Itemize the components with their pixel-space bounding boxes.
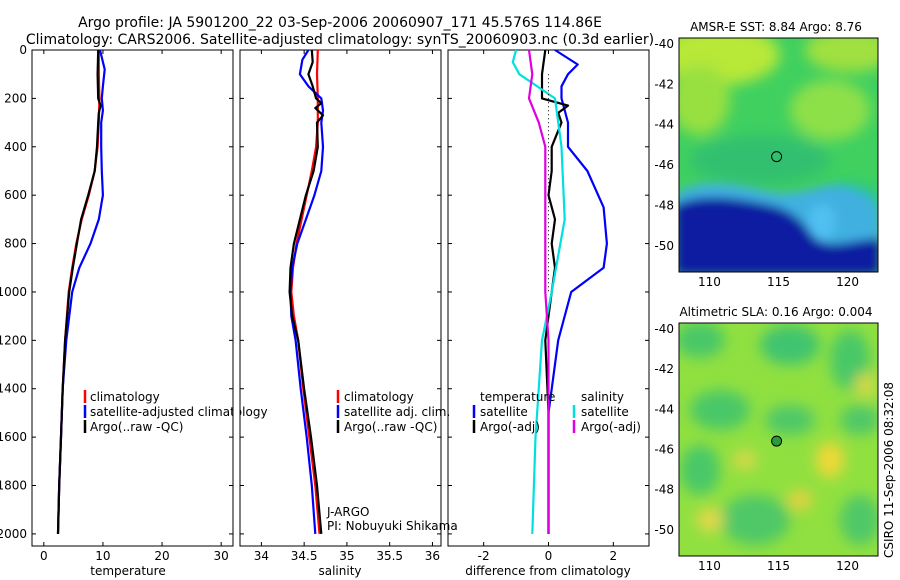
x-tick-label: -2 xyxy=(478,549,490,563)
series-layer xyxy=(56,49,608,534)
map-y-tick-label: -50 xyxy=(654,239,674,253)
y-tick-label: 2000 xyxy=(0,527,27,541)
sst-float-marker xyxy=(771,151,783,163)
x-tick-label: 0 xyxy=(545,549,553,563)
x-tick-label: 10 xyxy=(95,549,110,563)
y-tick-label: 1600 xyxy=(0,430,27,444)
temperature-legend: climatology satellite-adjusted climatolo… xyxy=(83,390,268,434)
x-tick-label: 20 xyxy=(154,549,169,563)
tick-layer: 0 10 20 30020040060080010001200140016001800… xyxy=(0,37,859,573)
map-y-tick-label: -42 xyxy=(654,77,674,91)
temperature-axes xyxy=(31,49,234,547)
difference-series-satellite xyxy=(547,49,608,534)
map-y-tick-label: -50 xyxy=(654,523,674,537)
map-x-tick-label: 120 xyxy=(836,275,859,289)
side-label: CSIRO 11-Sep-2006 08:32:08 xyxy=(882,382,896,558)
sla-float-marker xyxy=(771,435,783,447)
legend-label-sal-satellite: satellite xyxy=(581,405,629,419)
y-tick-label: 800 xyxy=(4,237,27,251)
figure-subtitle: Climatology: CARS2006. Satellite-adjuste… xyxy=(26,32,654,48)
figure-title: Argo profile: JA 5901200_22 03-Sep-2006 … xyxy=(78,15,602,31)
x-tick-label: 34 xyxy=(254,549,269,563)
salinity-legend: climatology satellite adj. clim. Argo(..… xyxy=(336,390,450,434)
difference-xlabel: difference from climatology xyxy=(465,564,631,578)
y-tick-label: 600 xyxy=(4,188,27,202)
map-x-tick-label: 115 xyxy=(767,559,790,573)
legend-label-sal-argo: Argo(-adj) xyxy=(581,420,641,434)
x-tick-label: 34.5 xyxy=(291,549,318,563)
program-label: J-ARGO xyxy=(326,505,369,519)
y-tick-label: 200 xyxy=(4,91,27,105)
legend-label-argo: Argo(..raw -QC) xyxy=(90,420,183,434)
map-y-tick-label: -44 xyxy=(654,402,674,416)
sst-map-title: AMSR-E SST: 8.84 Argo: 8.76 xyxy=(690,20,862,34)
legend-group-temperature: temperature xyxy=(480,390,555,404)
temperature-series-argo-raw-qc- xyxy=(56,49,102,534)
y-tick-label: 1200 xyxy=(0,333,27,347)
x-tick-label: 35 xyxy=(339,549,354,563)
difference-series-satellite xyxy=(511,49,566,534)
map-y-tick-label: -46 xyxy=(654,443,674,457)
map-x-tick-label: 115 xyxy=(767,275,790,289)
legend-clip-mask xyxy=(233,390,240,435)
salinity-series-satellite-adj-clim- xyxy=(289,49,325,534)
map-y-tick-label: -42 xyxy=(654,362,674,376)
map-x-tick-label: 110 xyxy=(698,559,721,573)
sla-map-frame xyxy=(678,322,879,557)
legend-label-climatology: climatology xyxy=(90,390,160,404)
y-tick-label: 0 xyxy=(19,43,27,57)
map-y-tick-label: -40 xyxy=(654,37,674,51)
map-y-tick-label: -40 xyxy=(654,322,674,336)
difference-legend: temperature satellite Argo(-adj) salinit… xyxy=(472,390,641,434)
map-y-tick-label: -48 xyxy=(654,198,674,212)
sst-map-frame xyxy=(678,37,879,273)
y-tick-label: 1400 xyxy=(0,382,27,396)
legend-label-satellite: satellite-adjusted climatology xyxy=(90,405,268,419)
salinity-xlabel: salinity xyxy=(318,564,361,578)
legend-label-temp-argo: Argo(-adj) xyxy=(480,420,540,434)
y-tick-label: 1800 xyxy=(0,479,27,493)
x-tick-label: 30 xyxy=(214,549,229,563)
x-tick-label: 0 xyxy=(40,549,48,563)
pi-label: PI: Nobuyuki Shikama xyxy=(327,519,458,533)
temperature-xlabel: temperature xyxy=(90,564,165,578)
map-y-tick-label: -48 xyxy=(654,483,674,497)
y-tick-label: 1000 xyxy=(0,285,27,299)
map-y-tick-label: -44 xyxy=(654,118,674,132)
legend-label-satellite: satellite adj. clim. xyxy=(344,405,450,419)
legend-label-temp-satellite: satellite xyxy=(480,405,528,419)
x-tick-label: 35.5 xyxy=(376,549,403,563)
salinity-axes xyxy=(239,49,442,547)
legend-label-climatology: climatology xyxy=(344,390,414,404)
map-x-tick-label: 110 xyxy=(698,275,721,289)
map-y-tick-label: -46 xyxy=(654,158,674,172)
sst-map-field xyxy=(679,38,878,272)
salinity-series-argo-raw-qc- xyxy=(288,49,325,534)
legend-label-argo: Argo(..raw -QC) xyxy=(344,420,437,434)
y-tick-label: 400 xyxy=(4,140,27,154)
map-x-tick-label: 120 xyxy=(836,559,859,573)
legend-group-salinity: salinity xyxy=(581,390,624,404)
difference-series-argo-adj- xyxy=(527,49,550,534)
sla-map-title: Altimetric SLA: 0.16 Argo: 0.004 xyxy=(679,305,872,319)
x-tick-label: 2 xyxy=(610,549,618,563)
x-tick-label: 36 xyxy=(425,549,440,563)
